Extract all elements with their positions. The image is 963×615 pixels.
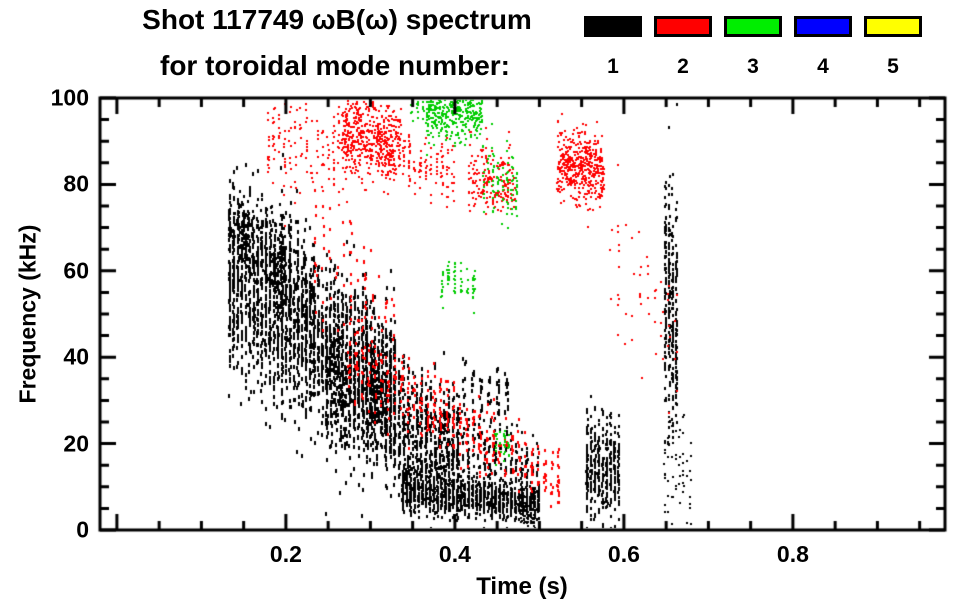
chart-title: Shot 117749 ωB(ω) spectrum [142,4,532,35]
y-axis-label: Frequency (kHz) [14,224,41,404]
legend-label-mode-1: 1 [607,55,619,78]
legend-swatch-mode-5 [864,16,922,37]
x-tick-label-0.6: 0.6 [607,541,640,567]
x-tick-label-0.8: 0.8 [776,541,809,567]
y-tick-label-60: 60 [63,257,89,284]
y-tick-label-20: 20 [63,430,89,457]
legend-swatch-mode-2 [654,16,712,37]
legend-swatch-mode-3 [724,16,782,37]
legend-label-mode-4: 4 [817,55,829,78]
y-tick-label-100: 100 [50,84,89,111]
legend-label-mode-3: 3 [747,55,759,78]
y-tick-label-80: 80 [63,170,89,197]
legend-label-mode-2: 2 [677,55,689,78]
legend-swatch-mode-4 [794,16,852,37]
y-tick-label-0: 0 [76,516,89,543]
x-tick-label-0.4: 0.4 [438,541,471,567]
y-tick-label-40: 40 [63,343,89,370]
legend-label-mode-5: 5 [887,55,899,78]
legend-swatch-mode-1 [584,16,642,37]
x-tick-label-0.2: 0.2 [269,541,302,567]
chart-subtitle: for toroidal mode number: [160,50,510,81]
x-axis-label: Time (s) [476,573,568,600]
